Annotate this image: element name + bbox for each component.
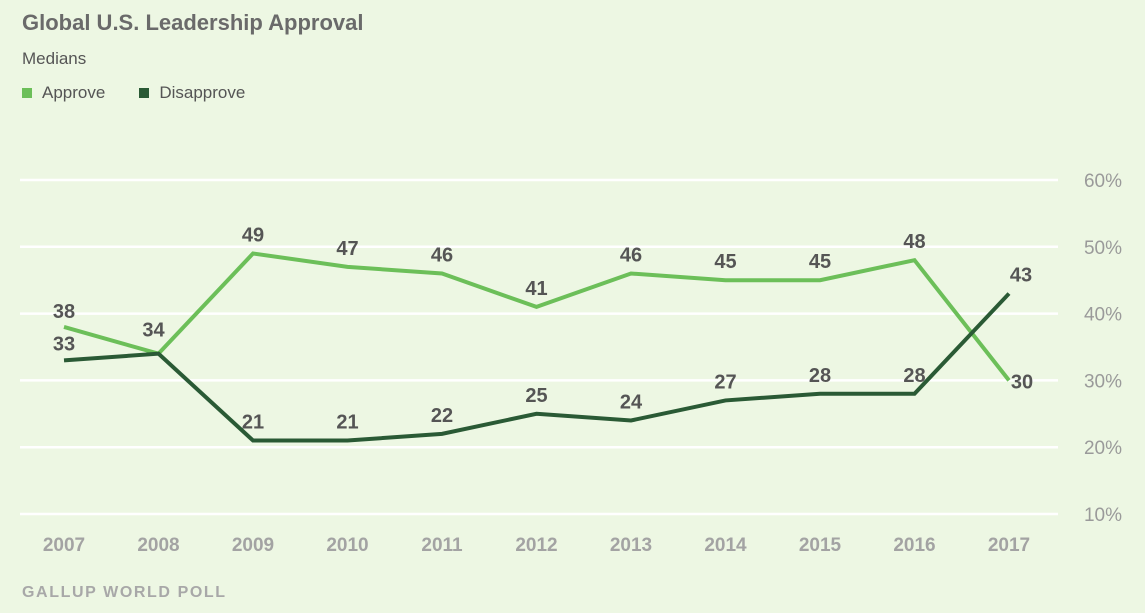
y-tick-label: 50% — [1084, 238, 1122, 259]
series-line-disapprove — [63, 292, 1011, 443]
data-label-approve: 48 — [903, 231, 925, 253]
data-label-approve: 41 — [525, 278, 547, 300]
x-tick-label: 2017 — [988, 535, 1030, 556]
x-tick-label: 2009 — [232, 535, 274, 556]
x-tick-label: 2010 — [326, 535, 368, 556]
data-label-disapprove: 27 — [714, 371, 736, 393]
legend-swatch-disapprove — [139, 88, 150, 98]
data-label-disapprove: 25 — [525, 385, 547, 407]
data-label-disapprove: 21 — [242, 412, 264, 434]
chart-title: Global U.S. Leadership Approval — [22, 10, 364, 35]
legend-item-approve: Approve — [22, 83, 105, 103]
data-label-disapprove: 33 — [53, 333, 75, 355]
y-tick-label: 20% — [1084, 438, 1122, 459]
y-tick-label: 30% — [1084, 371, 1122, 392]
legend-item-disapprove: Disapprove — [139, 83, 245, 103]
series-line-approve — [63, 251, 1011, 382]
data-label-approve: 49 — [242, 224, 264, 246]
x-tick-label: 2016 — [893, 535, 935, 556]
data-label-disapprove: 28 — [809, 365, 831, 387]
data-label-approve: 46 — [431, 245, 453, 267]
data-label-disapprove: 21 — [336, 412, 358, 434]
data-label-disapprove: 24 — [620, 391, 643, 413]
x-tick-label: 2012 — [515, 535, 557, 556]
data-label-disapprove: 22 — [431, 405, 453, 427]
data-label-disapprove: 28 — [903, 365, 925, 387]
x-tick-label: 2015 — [799, 535, 842, 556]
x-tick-label: 2013 — [610, 535, 652, 556]
x-tick-label: 2008 — [137, 535, 179, 556]
legend-label-disapprove: Disapprove — [159, 83, 246, 102]
data-label-approve: 46 — [620, 245, 642, 267]
data-label-disapprove: 43 — [1010, 265, 1032, 287]
data-label-approve: 45 — [714, 251, 736, 273]
y-tick-label: 10% — [1084, 505, 1122, 526]
data-label-approve: 38 — [53, 301, 75, 323]
data-label-approve: 47 — [336, 238, 358, 260]
y-tick-label: 60% — [1084, 171, 1122, 192]
y-tick-label: 40% — [1084, 305, 1122, 326]
data-label-approve: 34 — [142, 320, 165, 342]
chart-legend: Approve Disapprove — [22, 83, 245, 103]
x-tick-label: 2007 — [43, 535, 85, 556]
data-label-approve: 45 — [809, 251, 831, 273]
legend-swatch-approve — [22, 88, 32, 98]
source-label: GALLUP WORLD POLL — [22, 584, 227, 601]
x-tick-label: 2014 — [704, 535, 747, 556]
data-label-approve: 30 — [1011, 371, 1033, 393]
legend-label-approve: Approve — [42, 83, 106, 102]
x-tick-label: 2011 — [421, 535, 463, 556]
chart-subtitle: Medians — [22, 49, 87, 68]
